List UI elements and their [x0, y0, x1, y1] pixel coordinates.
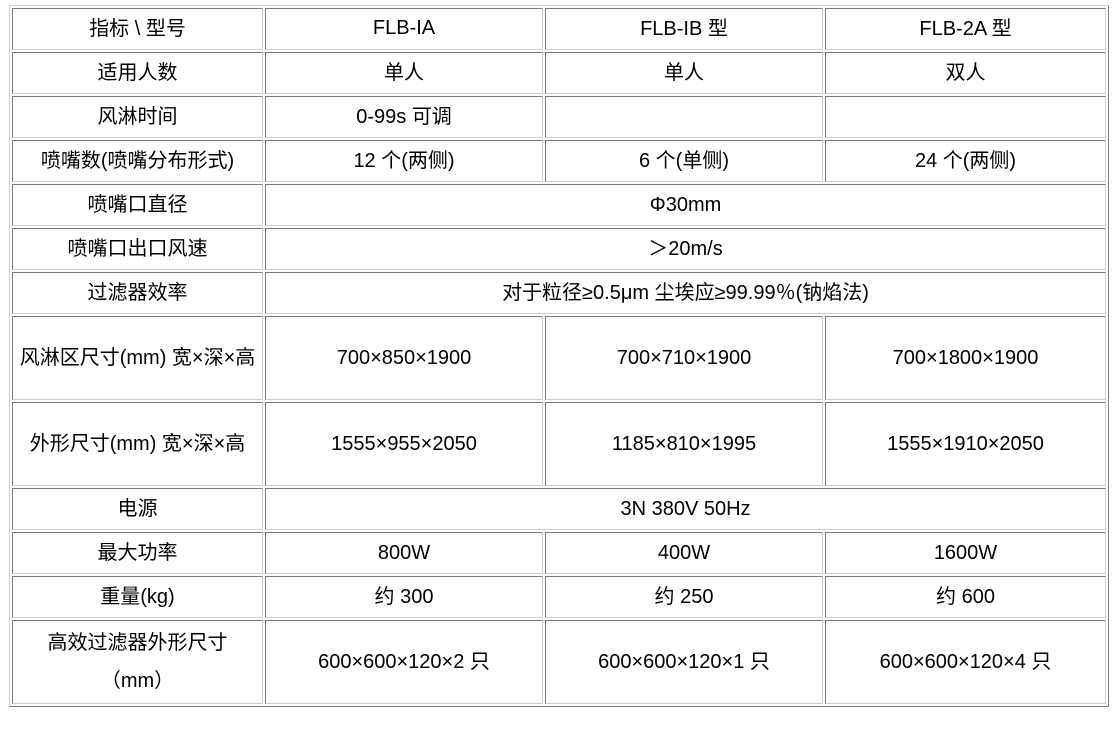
value-cell: 6 个(单侧)	[545, 140, 823, 182]
row-label: 风淋时间	[12, 96, 263, 138]
header-cell: FLB-2A 型	[825, 8, 1106, 50]
value-cell: 24 个(两侧)	[825, 140, 1106, 182]
value-cell: 700×710×1900	[545, 316, 823, 400]
value-cell: 400W	[545, 532, 823, 574]
row-label: 喷嘴数(喷嘴分布形式)	[12, 140, 263, 182]
table-row: 高效过滤器外形尺寸（mm） 600×600×120×2 只 600×600×120×…	[12, 620, 1106, 704]
row-label: 最大功率	[12, 532, 263, 574]
value-cell: 约 250	[545, 576, 823, 618]
value-cell: Φ30mm	[265, 184, 1106, 226]
value-cell: 700×1800×1900	[825, 316, 1106, 400]
value-cell: 双人	[825, 52, 1106, 94]
value-cell: 600×600×120×4 只	[825, 620, 1106, 704]
table-row: 喷嘴口直径 Φ30mm	[12, 184, 1106, 226]
value-cell: 1600W	[825, 532, 1106, 574]
value-cell: 约 600	[825, 576, 1106, 618]
value-cell: ＞20m/s	[265, 228, 1106, 270]
table-row: 最大功率 800W 400W 1600W	[12, 532, 1106, 574]
table-row: 风淋区尺寸(mm) 宽×深×高 700×850×1900 700×710×1900 7…	[12, 316, 1106, 400]
row-label: 喷嘴口直径	[12, 184, 263, 226]
table-row: 外形尺寸(mm) 宽×深×高 1555×955×2050 1185×810×1995…	[12, 402, 1106, 486]
row-label: 外形尺寸(mm) 宽×深×高	[12, 402, 263, 486]
value-cell: 约 300	[265, 576, 543, 618]
row-label: 过滤器效率	[12, 272, 263, 314]
header-cell: FLB-IB 型	[545, 8, 823, 50]
table-row: 过滤器效率 对于粒径≥0.5μm 尘埃应≥99.99％(钠焰法)	[12, 272, 1106, 314]
value-cell: 对于粒径≥0.5μm 尘埃应≥99.99％(钠焰法)	[265, 272, 1106, 314]
value-cell: 1555×1910×2050	[825, 402, 1106, 486]
row-label: 喷嘴口出口风速	[12, 228, 263, 270]
header-cell: FLB-IA	[265, 8, 543, 50]
value-cell: 600×600×120×2 只	[265, 620, 543, 704]
row-label: 适用人数	[12, 52, 263, 94]
value-cell: 1555×955×2050	[265, 402, 543, 486]
table-row: 适用人数 单人 单人 双人	[12, 52, 1106, 94]
value-cell: 0-99s 可调	[265, 96, 543, 138]
value-cell: 700×850×1900	[265, 316, 543, 400]
row-label: 风淋区尺寸(mm) 宽×深×高	[12, 316, 263, 400]
row-label: 重量(kg)	[12, 576, 263, 618]
value-cell: 12 个(两侧)	[265, 140, 543, 182]
value-cell: 1185×810×1995	[545, 402, 823, 486]
table-row: 喷嘴口出口风速 ＞20m/s	[12, 228, 1106, 270]
value-cell: 3N 380V 50Hz	[265, 488, 1106, 530]
table-row: 重量(kg) 约 300 约 250 约 600	[12, 576, 1106, 618]
header-cell: 指标 \ 型号	[12, 8, 263, 50]
table-header-row: 指标 \ 型号 FLB-IA FLB-IB 型 FLB-2A 型	[12, 8, 1106, 50]
table-row: 喷嘴数(喷嘴分布形式) 12 个(两侧) 6 个(单侧) 24 个(两侧)	[12, 140, 1106, 182]
value-cell: 单人	[545, 52, 823, 94]
row-label: 电源	[12, 488, 263, 530]
value-cell	[825, 96, 1106, 138]
table-row: 风淋时间 0-99s 可调	[12, 96, 1106, 138]
value-cell: 600×600×120×1 只	[545, 620, 823, 704]
value-cell	[545, 96, 823, 138]
table-row: 电源 3N 380V 50Hz	[12, 488, 1106, 530]
spec-table: 指标 \ 型号 FLB-IA FLB-IB 型 FLB-2A 型 适用人数 单人单…	[9, 5, 1109, 707]
row-label: 高效过滤器外形尺寸（mm）	[12, 620, 263, 704]
value-cell: 单人	[265, 52, 543, 94]
value-cell: 800W	[265, 532, 543, 574]
